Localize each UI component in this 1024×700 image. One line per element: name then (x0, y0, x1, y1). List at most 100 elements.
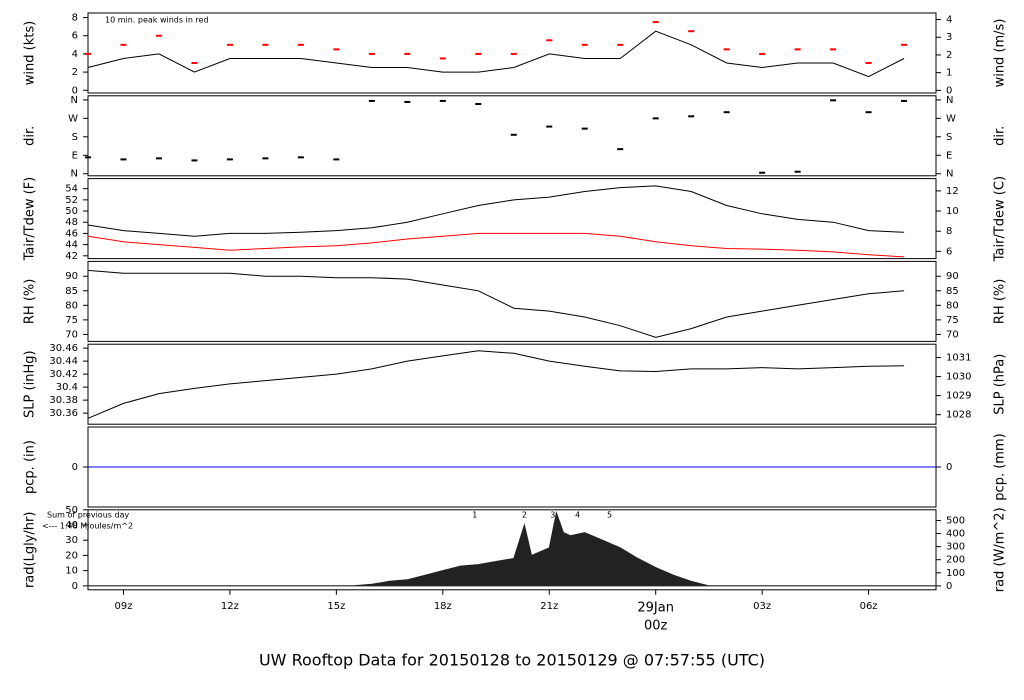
y2-axis-label: dir. (993, 126, 1008, 146)
y2-axis-label: wind (m/s) (993, 19, 1008, 88)
y-tick-label: 48 (65, 217, 78, 228)
y-tick-label: 70 (946, 329, 959, 340)
y-tick-label: 30.36 (49, 408, 78, 419)
point (510, 133, 517, 136)
y-tick-label: 75 (65, 315, 78, 326)
point (475, 52, 482, 55)
point (546, 39, 553, 42)
y-tick-label: 500 (946, 515, 965, 526)
y-tick-label: 40 (65, 520, 78, 531)
point (439, 99, 446, 102)
x-tick-label: 15z (327, 601, 345, 612)
y-tick-label: 30.38 (49, 395, 78, 406)
note: Sum of previous day (47, 510, 129, 519)
y-tick-label: 90 (946, 271, 959, 282)
y2-axis-label: rad (W/m^2) (993, 507, 1008, 592)
point (830, 48, 837, 51)
y-tick-label: 30.4 (56, 382, 78, 393)
point (155, 34, 162, 37)
y-axis-label: dir. (23, 126, 38, 146)
y-tick-label: 80 (946, 300, 959, 311)
panel-frame (87, 509, 937, 591)
point (226, 158, 233, 161)
y-tick-label: 75 (946, 315, 959, 326)
date-label: 29Jan (637, 600, 674, 615)
y-axis-label: pcp. (in) (23, 440, 38, 494)
point (617, 43, 624, 46)
point (688, 115, 695, 118)
y-tick-label: 50 (65, 505, 78, 516)
y-axis-label: rad(Lgly/hr) (23, 512, 38, 588)
x-tick-label: 12z (221, 601, 239, 612)
point (85, 156, 91, 159)
point (759, 52, 766, 55)
point (262, 43, 269, 46)
y-tick-label: 4 (946, 15, 952, 26)
x-tick-label: 21z (540, 601, 558, 612)
y-tick-label: 300 (946, 542, 965, 553)
y-tick-label: 1028 (946, 410, 971, 421)
y-tick-label: 30.44 (49, 356, 78, 367)
point (652, 21, 659, 24)
y-tick-label: N (946, 95, 953, 106)
marker-label: 4 (575, 510, 580, 519)
panel-frame (87, 260, 937, 342)
y-tick-label: 10 (65, 566, 78, 577)
y-axis-label: SLP (inHg) (23, 350, 38, 418)
y-tick-label: 0 (946, 85, 952, 96)
line (87, 185, 905, 237)
point (120, 158, 127, 161)
point (901, 43, 908, 46)
y2-axis-label: RH (%) (993, 279, 1008, 324)
y-tick-label: 90 (65, 271, 78, 282)
point (85, 52, 91, 55)
y-tick-label: W (68, 113, 78, 124)
point (262, 157, 269, 160)
y-tick-label: 200 (946, 555, 965, 566)
y-tick-label: 70 (65, 329, 78, 340)
line (87, 269, 905, 338)
chart-title: UW Rooftop Data for 20150128 to 20150129… (259, 651, 765, 670)
y-axis-label: wind (kts) (23, 21, 38, 85)
y-tick-label: 42 (65, 251, 78, 262)
area (87, 510, 937, 587)
y-tick-label: 0 (72, 85, 78, 96)
point (297, 156, 304, 159)
y-axis-label: RH (%) (23, 279, 38, 324)
point (333, 48, 340, 51)
y-tick-label: W (946, 113, 956, 124)
y-tick-label: 85 (65, 286, 78, 297)
point (723, 111, 730, 114)
panel-frame (87, 178, 937, 260)
point (439, 57, 446, 60)
marker-label: 1 (472, 510, 477, 519)
y-tick-label: 6 (946, 246, 952, 257)
point (830, 99, 837, 102)
y-tick-label: E (946, 150, 952, 161)
marker-label: 2 (522, 510, 527, 519)
y-tick-label: 20 (65, 550, 78, 561)
y-tick-label: N (71, 95, 78, 106)
point (155, 157, 162, 160)
point (368, 52, 375, 55)
point (368, 99, 375, 102)
point (794, 48, 801, 51)
y-tick-label: 3 (946, 32, 952, 43)
point (581, 127, 588, 130)
y-tick-label: 8 (946, 226, 952, 237)
y-tick-label: 12 (946, 186, 959, 197)
panel-frame (87, 343, 937, 425)
y-tick-label: S (946, 132, 952, 143)
point (191, 62, 198, 64)
point (759, 171, 766, 174)
point (475, 103, 482, 106)
point (865, 111, 872, 114)
point (120, 43, 127, 46)
y-tick-label: 1030 (946, 372, 971, 383)
y2-axis-label: SLP (hPa) (993, 354, 1008, 415)
y-tick-label: N (71, 169, 78, 180)
point (510, 52, 517, 55)
y-tick-label: 80 (65, 300, 78, 311)
